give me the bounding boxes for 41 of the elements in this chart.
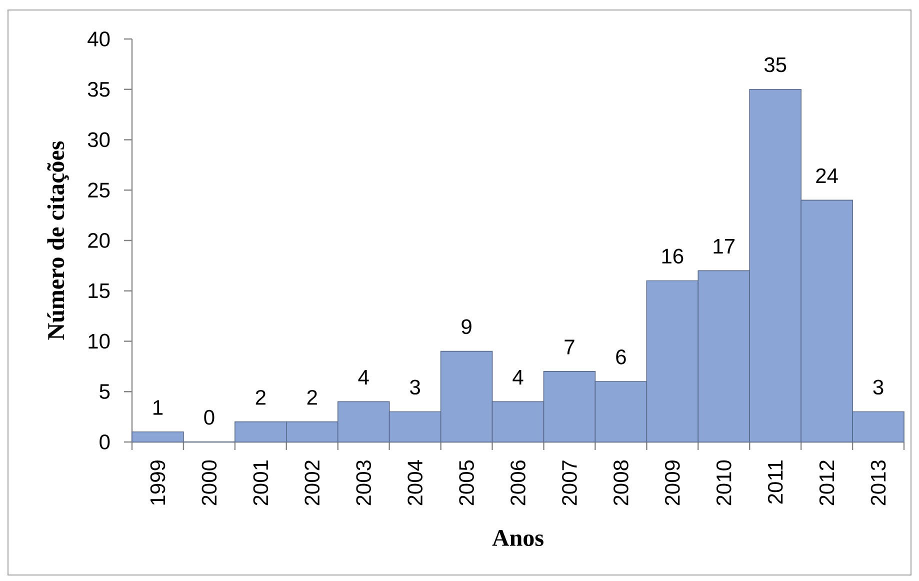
data-label: 4 xyxy=(512,370,524,384)
data-label: 1 xyxy=(153,400,163,415)
x-tick-label: 2003 xyxy=(356,460,372,506)
y-tick-label: 10 xyxy=(88,334,110,349)
data-label: 9 xyxy=(462,319,472,334)
x-tick-label: 2010 xyxy=(716,460,732,506)
data-label: 2 xyxy=(256,390,266,405)
x-tick-label: 2012 xyxy=(819,460,834,506)
data-label: 2 xyxy=(307,390,317,405)
data-label: 3 xyxy=(873,380,884,395)
y-tick-label: 0 xyxy=(100,434,110,450)
data-label: 3 xyxy=(410,380,420,395)
y-tick-label: 25 xyxy=(88,182,110,198)
x-tick-label: 2004 xyxy=(408,460,423,506)
data-label: 24 xyxy=(816,168,838,183)
x-tick-label: 2008 xyxy=(614,460,628,506)
x-axis-title: Anos xyxy=(492,530,544,546)
y-tick-label: 15 xyxy=(88,284,110,298)
x-tick-label: 2001 xyxy=(253,460,268,506)
data-label: 16 xyxy=(662,248,684,264)
data-label: 35 xyxy=(764,57,786,72)
data-label: 7 xyxy=(564,340,574,354)
x-tick-label: 2006 xyxy=(510,460,526,506)
data-label: 0 xyxy=(204,410,214,425)
data-label: 4 xyxy=(358,370,369,384)
x-tick-label: 2013 xyxy=(870,460,886,506)
y-tick-label: 35 xyxy=(88,82,110,97)
data-label: 17 xyxy=(714,239,734,254)
y-tick-label: 5 xyxy=(100,384,110,399)
x-tick-label: 2002 xyxy=(304,460,320,506)
x-tick-label: 1999 xyxy=(150,460,166,505)
x-tick-label: 2011 xyxy=(768,460,783,504)
data-label: 6 xyxy=(616,349,626,364)
x-tick-label: 2000 xyxy=(202,460,217,506)
x-tick-label: 2009 xyxy=(664,460,680,506)
y-axis-title: Número de citações xyxy=(47,141,69,340)
y-tick-label: 30 xyxy=(88,132,110,148)
x-tick-label: 2005 xyxy=(459,460,474,506)
x-tick-label: 2007 xyxy=(562,460,577,506)
y-tick-label: 40 xyxy=(88,32,110,46)
y-tick-label: 20 xyxy=(88,233,110,248)
